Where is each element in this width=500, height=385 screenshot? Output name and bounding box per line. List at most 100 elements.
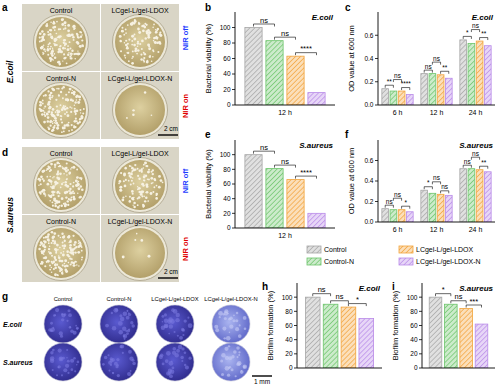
column-label: Control-N — [107, 296, 132, 302]
colony — [72, 185, 74, 187]
colony — [60, 252, 62, 254]
photo-background — [22, 215, 100, 282]
y-tick — [419, 339, 422, 340]
stain-spot — [229, 332, 231, 334]
colony — [69, 47, 71, 49]
colony — [46, 113, 49, 116]
significance-label: ns — [260, 143, 268, 152]
y-tick-label: 60 — [410, 322, 418, 329]
y-tick — [419, 311, 422, 312]
colony — [125, 29, 127, 31]
legend-swatch — [399, 258, 413, 265]
x-tick-label: 24 h — [469, 226, 483, 233]
colony — [76, 177, 78, 179]
significance-label: **** — [401, 80, 412, 87]
colony — [76, 168, 78, 170]
colony — [139, 43, 141, 45]
colony — [51, 231, 53, 233]
colony — [52, 114, 54, 116]
colony — [128, 180, 130, 182]
colony — [70, 191, 73, 194]
stain-spot — [66, 357, 68, 359]
panel-letter: h — [262, 281, 268, 292]
stain-spot — [174, 353, 179, 358]
agar — [36, 228, 86, 278]
colony — [156, 185, 158, 187]
colony — [63, 57, 66, 60]
colony — [129, 200, 132, 203]
colony — [130, 172, 132, 174]
colony — [71, 252, 74, 255]
y-axis-title: Bacterial viability (%) — [204, 23, 213, 93]
stain-spot — [239, 324, 241, 326]
colony — [133, 183, 135, 185]
stain-spot — [169, 374, 173, 378]
colony — [74, 104, 76, 106]
colony — [155, 197, 158, 200]
colony — [59, 173, 62, 176]
colony — [52, 89, 55, 92]
y-tick — [232, 228, 235, 229]
colony — [50, 46, 52, 48]
colony — [147, 171, 150, 174]
colony — [64, 39, 66, 41]
y-tick — [232, 184, 235, 185]
y-tick — [419, 353, 422, 354]
colony — [52, 47, 53, 48]
colony — [52, 88, 54, 90]
colony — [134, 239, 136, 241]
colony — [81, 259, 83, 261]
colony — [137, 204, 139, 206]
colony — [39, 36, 41, 38]
colony — [49, 33, 52, 36]
colony — [81, 39, 83, 41]
biofilm-well — [212, 305, 250, 343]
colony — [78, 96, 81, 99]
species-label: E.coil — [5, 60, 15, 83]
y-tick — [375, 160, 378, 161]
colony — [70, 58, 72, 60]
colony — [80, 185, 82, 187]
colony — [146, 165, 148, 167]
colony — [39, 32, 42, 35]
colony — [133, 204, 134, 205]
colony — [49, 179, 52, 182]
colony — [53, 120, 54, 121]
stain-spot — [224, 337, 226, 339]
y-tick-label: 60 — [223, 55, 231, 62]
colony — [120, 50, 122, 52]
y-tick — [419, 325, 422, 326]
colony — [145, 192, 147, 194]
bar — [476, 170, 483, 222]
colony — [71, 107, 73, 109]
y-tick — [232, 154, 235, 155]
bars — [245, 28, 325, 106]
colony — [79, 242, 81, 244]
colony — [52, 262, 54, 264]
significance-label: ** — [481, 30, 487, 37]
stain-spot — [181, 347, 184, 350]
stain-spot — [243, 364, 248, 369]
colony — [63, 39, 66, 42]
colony — [47, 54, 49, 56]
colony — [62, 127, 65, 130]
colony — [52, 191, 55, 194]
colony — [122, 256, 125, 259]
legend-label: LCgel-L/gel-LDOX-N — [416, 258, 481, 266]
colony — [42, 54, 43, 55]
colony — [46, 235, 49, 238]
bar — [445, 78, 452, 105]
colony — [155, 29, 156, 30]
colony — [123, 180, 125, 182]
colony — [147, 44, 150, 47]
colony — [51, 191, 53, 193]
colony — [48, 110, 51, 113]
stain-spot — [220, 359, 223, 362]
stain-spot — [182, 334, 184, 336]
colony — [62, 182, 63, 183]
colony — [44, 94, 46, 96]
stain-spot — [71, 368, 74, 371]
colony — [56, 44, 58, 46]
colony — [44, 112, 46, 114]
significance-bracket — [480, 166, 488, 169]
